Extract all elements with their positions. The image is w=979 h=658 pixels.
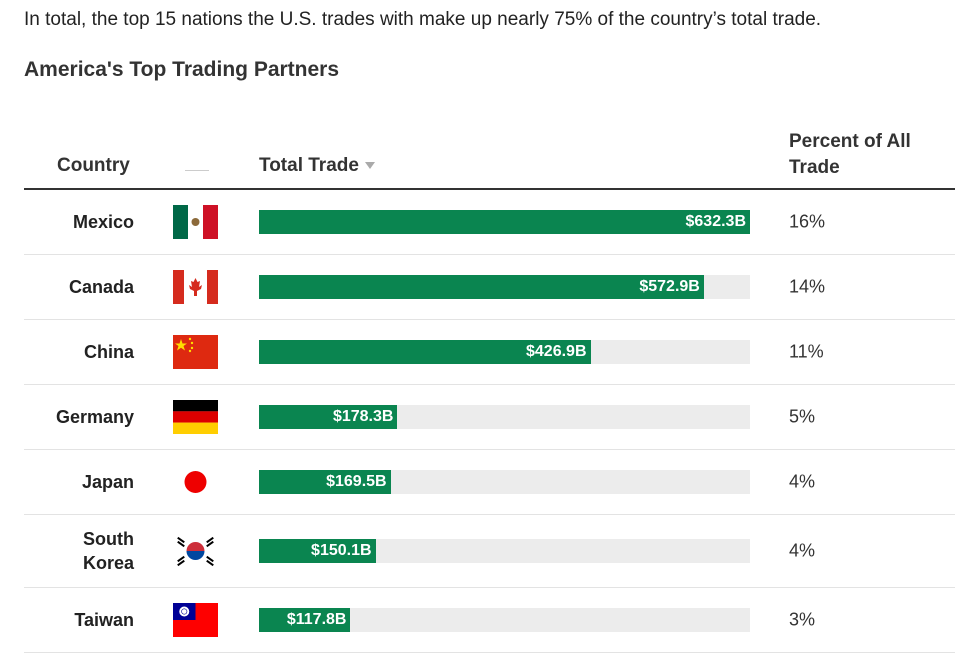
percent: 11% (789, 341, 824, 362)
country-name: Germany (55, 407, 134, 427)
percent: 4% (789, 471, 816, 492)
table-row: Mexico $632.3B 16% (24, 190, 955, 255)
percent: 16% (789, 211, 826, 232)
header-percent[interactable]: Percent of All Trade (789, 131, 911, 178)
intro: In total, the top 15 nations the U.S. tr… (24, 9, 822, 30)
flag (173, 465, 218, 499)
bar: $117.8B (259, 608, 351, 632)
flag (173, 335, 218, 369)
country-name: South Korea (82, 529, 134, 573)
title: America's Top Trading Partners (24, 58, 340, 81)
country-name: Japan (81, 472, 134, 492)
header-text: Total Trade (259, 155, 359, 176)
bar: $572.9B (259, 275, 704, 299)
bar-label: $572.9B (639, 278, 700, 295)
flag (173, 400, 218, 434)
bar: $426.9B (259, 340, 591, 364)
bar-track: $572.9B (259, 275, 750, 299)
country-name: China (83, 342, 134, 362)
table-row: Germany $178.3B 5% (24, 385, 955, 450)
flag (173, 270, 218, 304)
bar-label: $169.5B (326, 473, 387, 490)
flag (173, 205, 218, 239)
bar: $632.3B (259, 210, 750, 234)
table-row: South Korea $150.1B 4% (24, 515, 955, 588)
bar-label: $632.3B (685, 213, 747, 230)
bar-track: $117.8B (259, 608, 750, 632)
percent: 4% (789, 540, 816, 561)
bar-label: $150.1B (311, 542, 372, 559)
percent: 14% (789, 276, 826, 297)
percent: 5% (789, 406, 816, 427)
percent: 3% (789, 609, 816, 630)
bar: $178.3B (259, 405, 398, 429)
bar-label: $426.9B (526, 343, 587, 360)
header-rule (24, 188, 955, 190)
flag-header (185, 170, 209, 171)
table-row: Japan $169.5B 4% (24, 450, 955, 515)
bar-track: $426.9B (259, 340, 750, 364)
country-name: Mexico (72, 212, 134, 232)
bar-track: $632.3B (259, 210, 750, 234)
bar-track: $169.5B (259, 470, 750, 494)
country-name: Taiwan (74, 610, 134, 630)
bar: $150.1B (259, 539, 376, 563)
sort-arrow (364, 162, 375, 170)
bar-label: $178.3B (332, 408, 394, 425)
header-country[interactable]: Country (57, 155, 130, 176)
flag (173, 534, 218, 568)
table-row: Canada $572.9B 14% (24, 255, 955, 320)
country-name: Canada (68, 277, 134, 297)
bar: $169.5B (259, 470, 391, 494)
table-row: Taiwan $117.8B 3% (24, 588, 955, 653)
flag (173, 603, 218, 637)
bar-label: $117.8B (286, 611, 347, 628)
table-row: China $426.9B 11% (24, 320, 955, 385)
header-total-trade[interactable]: Total Trade (259, 155, 375, 177)
bar-track: $150.1B (259, 539, 750, 563)
bar-track: $178.3B (259, 405, 750, 429)
